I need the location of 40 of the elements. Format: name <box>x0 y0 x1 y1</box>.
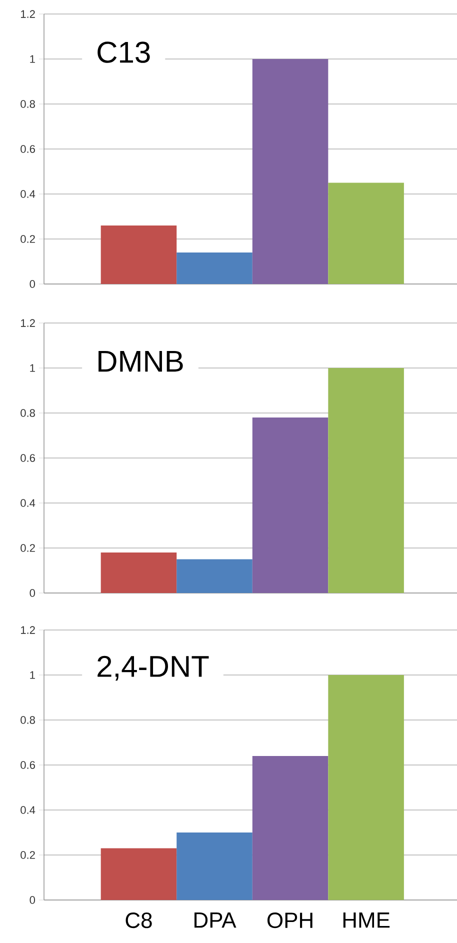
y-tick-label: 0 <box>30 280 35 288</box>
y-tick-label: 0.6 <box>20 145 35 153</box>
y-tick-label: 1 <box>30 364 35 372</box>
y-tick-label: 0.4 <box>20 190 35 198</box>
bar <box>328 368 404 594</box>
y-tick-label: 1 <box>30 55 35 63</box>
y-tick-label: 0 <box>30 896 35 904</box>
y-tick-label: 0.4 <box>20 499 35 507</box>
bar <box>176 559 252 594</box>
y-tick-label: 0.2 <box>20 851 35 859</box>
y-tick-label: 1.2 <box>20 319 35 327</box>
bar <box>328 675 404 900</box>
text: 2,4-DNT <box>97 656 209 681</box>
text: DMNB <box>98 350 183 372</box>
y-tick-label: 0.8 <box>20 716 35 724</box>
x-tick-label: DPA <box>194 912 236 928</box>
y-tick-label: 0.8 <box>20 100 35 108</box>
y-tick-label: 0.8 <box>20 409 35 417</box>
x-tick-label: OPH <box>267 912 312 928</box>
y-tick-label: 0.2 <box>20 544 35 552</box>
bar <box>252 756 328 900</box>
text: C13 <box>97 42 150 63</box>
y-tick-label: 0.6 <box>20 454 35 462</box>
y-tick-label: 0 <box>30 589 35 597</box>
x-tick-label: HME <box>343 912 390 928</box>
bar <box>252 59 328 284</box>
bar <box>252 418 328 594</box>
bar <box>100 552 176 594</box>
bar <box>176 832 252 900</box>
y-tick-label: 0.4 <box>20 806 35 814</box>
y-tick-label: 0.6 <box>20 761 35 769</box>
y-tick-label: 1.2 <box>20 10 35 18</box>
bar <box>176 252 252 284</box>
y-tick-label: 1.2 <box>20 626 35 634</box>
y-tick-label: 1 <box>30 671 35 679</box>
x-tick-label: C8 <box>126 912 152 928</box>
y-tick-label: 0.2 <box>20 235 35 243</box>
bar <box>100 226 176 284</box>
bar <box>100 848 176 900</box>
bar <box>328 182 404 284</box>
